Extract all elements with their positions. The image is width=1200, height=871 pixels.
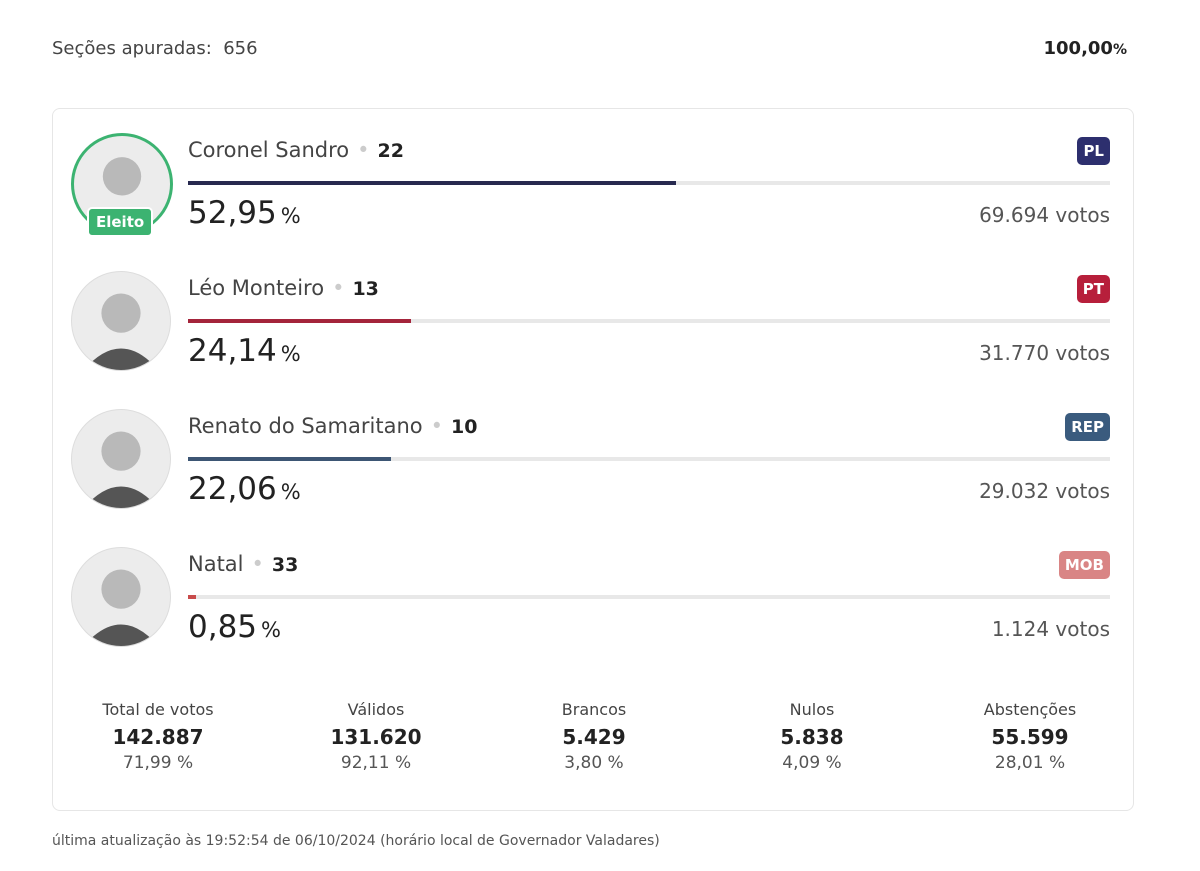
- party-badge: PT: [1076, 275, 1110, 303]
- votes: 31.770 votos: [979, 341, 1110, 365]
- votes: 1.124 votos: [991, 617, 1110, 641]
- progress-value: 100,00: [1043, 38, 1113, 59]
- candidate-number: 10: [451, 416, 478, 438]
- name: Renato do Samaritano: [188, 414, 423, 438]
- candidate-name: Coronel Sandro • 22: [188, 138, 404, 162]
- bar-track: [188, 181, 1110, 185]
- vote-bar: [188, 181, 677, 185]
- candidate-number: 33: [271, 554, 299, 576]
- separator: •: [357, 138, 370, 162]
- candidate-photo: [71, 409, 171, 509]
- stat-value: 131.620: [330, 725, 422, 749]
- percent-unit: %: [280, 204, 301, 228]
- candidate-number: 22: [377, 140, 404, 162]
- avatar: [83, 569, 159, 646]
- stat-percent: 28,01 %: [994, 753, 1066, 773]
- separator: •: [430, 414, 443, 438]
- votes: 69.694 votos: [979, 203, 1110, 227]
- progress: 100,00%: [1044, 38, 1128, 59]
- vote-bar: [188, 595, 196, 599]
- sections-count: 656: [223, 38, 258, 59]
- name: Natal: [188, 552, 244, 576]
- stat-label: Total de votos: [102, 700, 214, 719]
- separator: •: [251, 552, 264, 576]
- bar-track: [188, 457, 1110, 461]
- name: Léo Monteiro: [188, 276, 325, 300]
- stat: Válidos 131.620 92,11 %: [276, 700, 476, 773]
- results-card: [52, 108, 1134, 811]
- stat-percent: 4,09 %: [782, 753, 842, 773]
- avatar: [83, 293, 159, 370]
- percent-value: 24,14: [188, 333, 277, 369]
- percent-unit: %: [280, 342, 301, 366]
- percent-value: 52,95: [188, 195, 277, 231]
- candidate-name: Léo Monteiro • 13: [188, 276, 379, 300]
- percent: 0,85%: [188, 609, 281, 645]
- party-badge: PL: [1077, 137, 1110, 165]
- progress-unit: %: [1112, 42, 1127, 58]
- candidate-number: 13: [352, 278, 379, 300]
- stat-percent: 92,11 %: [340, 753, 412, 773]
- avatar: [83, 431, 159, 508]
- stat-value: 5.838: [780, 725, 844, 749]
- footer: última atualização às 19:52:54 de 06/10/…: [52, 833, 660, 849]
- votes: 29.032 votos: [979, 479, 1110, 503]
- stat-label: Abstenções: [983, 700, 1077, 719]
- percent: 52,95%: [188, 195, 301, 231]
- stat: Nulos 5.838 4,09 %: [712, 700, 912, 773]
- bar-track: [188, 595, 1110, 599]
- stat-value: 5.429: [562, 725, 626, 749]
- stat-value: 142.887: [112, 725, 204, 749]
- vote-bar: [188, 457, 392, 461]
- percent-unit: %: [280, 480, 301, 504]
- separator: •: [332, 276, 345, 300]
- stat: Total de votos 142.887 71,99 %: [58, 700, 258, 773]
- stat-percent: 71,99 %: [122, 753, 194, 773]
- stat-percent: 3,80 %: [564, 753, 624, 773]
- stat-label: Válidos: [347, 700, 405, 719]
- percent: 24,14%: [188, 333, 301, 369]
- percent-value: 22,06: [188, 471, 277, 507]
- stat-label: Brancos: [561, 700, 627, 719]
- candidate-name: Natal • 33: [188, 552, 298, 576]
- percent-value: 0,85: [188, 609, 258, 645]
- percent-unit: %: [261, 618, 281, 642]
- party-badge: MOB: [1058, 551, 1110, 579]
- percent: 22,06%: [188, 471, 301, 507]
- sections-label: Seções apuradas:: [52, 38, 212, 59]
- stat: Brancos 5.429 3,80 %: [494, 700, 694, 773]
- vote-bar: [188, 319, 411, 323]
- stat-value: 55.599: [991, 725, 1069, 749]
- candidate-name: Renato do Samaritano • 10: [188, 414, 477, 438]
- elected-badge: Eleito: [87, 207, 154, 237]
- candidate-photo: [71, 547, 171, 647]
- bar-track: [188, 319, 1110, 323]
- party-badge: REP: [1065, 413, 1110, 441]
- stat: Abstenções 55.599 28,01 %: [930, 700, 1130, 773]
- stat-label: Nulos: [789, 700, 835, 719]
- name: Coronel Sandro: [188, 138, 350, 162]
- candidate-photo: [71, 271, 171, 371]
- sections: Seções apuradas: 656: [52, 38, 258, 59]
